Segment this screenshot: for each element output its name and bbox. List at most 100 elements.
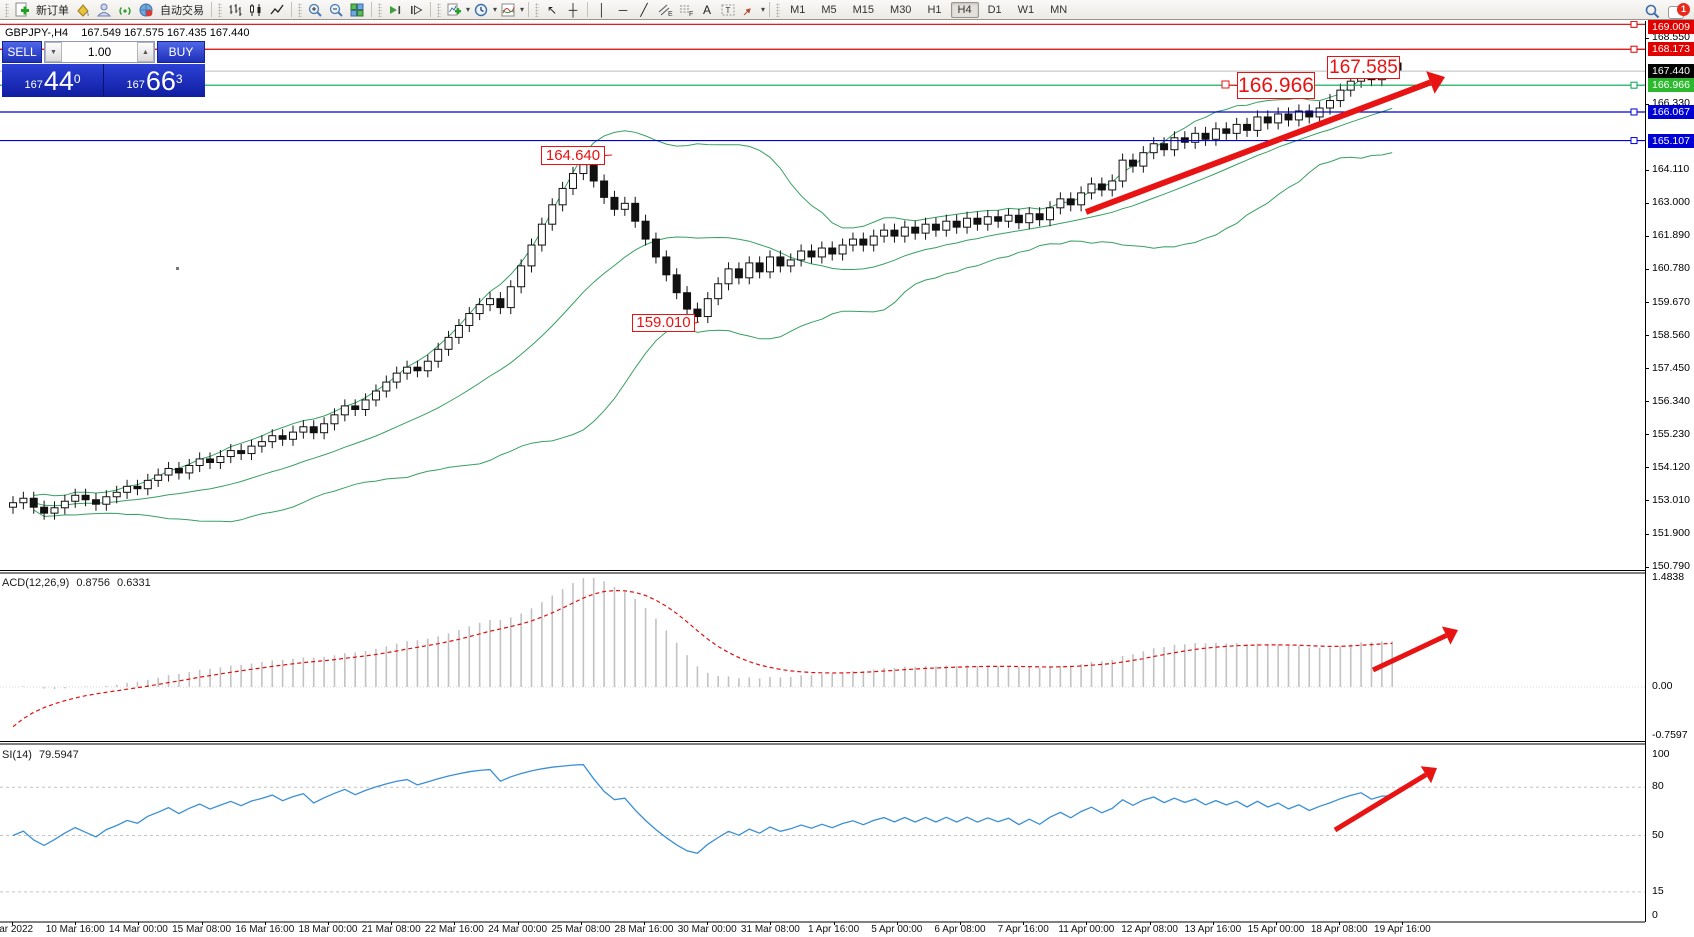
candle-up: [164, 467, 173, 476]
hline-handle[interactable]: [1630, 45, 1638, 53]
timeframe-button-m1[interactable]: M1: [790, 3, 806, 16]
candle-down: [641, 220, 650, 240]
volume-increase-button[interactable]: ▲: [137, 42, 154, 62]
template-caret[interactable]: ▾: [520, 5, 525, 14]
horizontal-line-tool-icon[interactable]: ─: [618, 2, 628, 17]
date-label: 12 Apr 08:00: [1121, 924, 1178, 935]
date-tick-mark: [75, 922, 77, 925]
date-tick-mark: [1023, 922, 1025, 925]
fibonacci-tool-icon[interactable]: F: [676, 0, 696, 20]
candle-up: [921, 223, 930, 234]
autotrading-icon[interactable]: [136, 0, 156, 20]
candle-down: [81, 494, 90, 501]
equidistant-channel-tool-icon[interactable]: E: [655, 0, 675, 20]
price-tick-label: 158.560: [1652, 328, 1690, 341]
text-tool-icon[interactable]: A: [703, 2, 712, 17]
svg-text:E: E: [668, 11, 673, 18]
annotation-166966[interactable]: 166.966: [1237, 72, 1315, 99]
date-tick-mark: [1339, 922, 1341, 925]
timeframe-button-m5[interactable]: M5: [821, 3, 837, 16]
template-icon[interactable]: [498, 0, 518, 20]
annotation-166966-handle[interactable]: [1221, 80, 1230, 89]
price-badge-165.107: 165.107: [1648, 133, 1694, 148]
arrows-tool-icon[interactable]: [739, 0, 759, 20]
trendline-tool-icon[interactable]: ╱: [640, 2, 648, 17]
candle-up: [848, 238, 857, 246]
timeframe-button-mn[interactable]: MN: [1050, 3, 1068, 16]
zoom-out-icon[interactable]: [326, 0, 346, 20]
price-tick-label: 161.890: [1652, 229, 1690, 242]
auto-scroll-icon[interactable]: [385, 0, 405, 20]
crosshair-tool-icon[interactable]: ┼: [568, 2, 578, 17]
buy-price-display[interactable]: 167 66 3: [103, 64, 205, 97]
line-chart-icon[interactable]: [267, 0, 287, 20]
period-clock-icon[interactable]: [471, 0, 491, 20]
timeframe-button-m30[interactable]: M30: [890, 3, 912, 16]
candle-up: [1336, 89, 1345, 102]
annotation-167585[interactable]: 167.585: [1327, 56, 1400, 79]
sell-button[interactable]: SELL: [2, 41, 42, 63]
toolbar-grip[interactable]: [5, 2, 9, 17]
volume-input[interactable]: [62, 42, 137, 62]
date-tick-mark: [1212, 922, 1214, 925]
vertical-line-tool-icon[interactable]: │: [598, 2, 606, 17]
signal-icon[interactable]: [115, 0, 135, 20]
hline-handle[interactable]: [1630, 81, 1638, 89]
rsi-trend-arrow[interactable]: [1333, 766, 1437, 833]
styles-bucket-icon[interactable]: [73, 0, 93, 20]
candle-down: [1035, 213, 1044, 221]
candle-up: [1274, 113, 1283, 124]
volume-decrease-button[interactable]: ▼: [45, 42, 62, 62]
search-icon[interactable]: [1642, 1, 1662, 21]
autotrading-button[interactable]: 自动交易: [160, 4, 204, 17]
timeframe-button-h1[interactable]: H1: [927, 3, 942, 16]
add-indicator-icon[interactable]: [444, 0, 464, 20]
candle-up: [340, 405, 349, 416]
macd-trend-arrow[interactable]: [1371, 626, 1458, 673]
zoom-in-icon[interactable]: [305, 0, 325, 20]
chart-shift-icon[interactable]: [406, 0, 426, 20]
candle-up: [506, 286, 515, 309]
add-indicator-caret[interactable]: ▾: [466, 5, 471, 14]
tile-windows-icon[interactable]: [347, 0, 367, 20]
annotation-159010[interactable]: 159.010: [632, 314, 695, 332]
candle-down: [309, 426, 318, 434]
price-tick-mark: [1645, 533, 1649, 535]
candle-up: [226, 450, 235, 458]
hline-handle[interactable]: [1630, 137, 1638, 145]
timeframe-button-d1[interactable]: D1: [987, 3, 1002, 16]
candle-up: [942, 220, 951, 231]
candle-up: [517, 265, 526, 288]
price-tick-label: 151.900: [1652, 527, 1690, 539]
timeframe-button-h4[interactable]: H4: [950, 1, 979, 18]
candle-up: [1294, 110, 1303, 121]
bar-chart-icon[interactable]: [225, 0, 245, 20]
profile-icon[interactable]: [94, 0, 114, 20]
cursor-tool-icon[interactable]: ↖: [547, 2, 558, 17]
price-tick-mark: [1645, 202, 1649, 204]
price-tick-mark: [1645, 500, 1649, 502]
candle-down: [776, 256, 785, 267]
timeframe-button-m15[interactable]: M15: [852, 3, 875, 16]
buy-button[interactable]: BUY: [157, 41, 205, 63]
arrows-tool-caret[interactable]: ▾: [761, 5, 766, 14]
rsi-axis-label: 50: [1652, 828, 1664, 841]
date-tick-mark: [12, 922, 13, 925]
hline-handle[interactable]: [1630, 108, 1638, 116]
notifications-button[interactable]: 1: [1668, 2, 1690, 20]
candle-down: [631, 202, 640, 222]
candle-down: [952, 220, 961, 228]
hline-handle[interactable]: [1630, 21, 1638, 28]
text-label-tool-icon[interactable]: T: [718, 0, 738, 20]
annotation-164640[interactable]: 164.640: [541, 146, 605, 165]
sell-price-display[interactable]: 167 44 0: [2, 64, 103, 97]
period-clock-caret[interactable]: ▾: [493, 5, 498, 14]
new-order-button[interactable]: 新订单: [36, 4, 69, 17]
candle-up: [817, 247, 826, 258]
price-trend-arrow[interactable]: [1084, 71, 1445, 215]
timeframe-button-w1[interactable]: W1: [1017, 3, 1035, 16]
date-label: 18 Mar 00:00: [298, 924, 358, 935]
new-order-icon[interactable]: [12, 0, 32, 20]
candlestick-chart-icon[interactable]: [246, 0, 266, 20]
